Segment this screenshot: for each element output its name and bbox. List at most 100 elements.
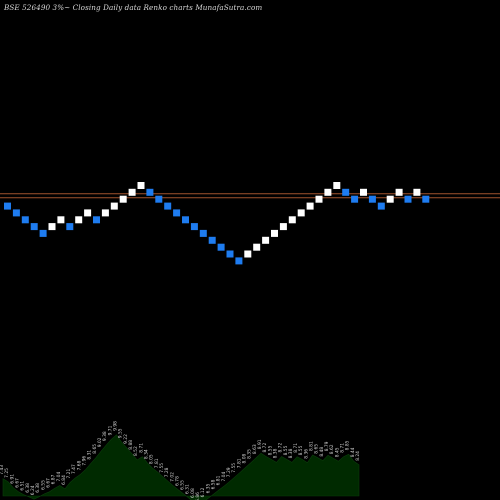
renko-brick-up <box>262 236 270 244</box>
volume-label: 6.24 <box>30 485 36 495</box>
volume-label: 6.84 <box>61 475 67 485</box>
volume-label: 8.05 <box>149 454 155 464</box>
renko-brick-up <box>360 188 367 196</box>
renko-brick-down <box>404 195 412 203</box>
volume-label: 6.38 <box>25 483 31 493</box>
volume-label: 8.85 <box>345 440 351 450</box>
volume-label: 8.65 <box>92 444 98 454</box>
volume-label: 8.48 <box>319 447 325 457</box>
volume-label: 8.55 <box>298 445 304 455</box>
renko-brick-up <box>48 223 56 231</box>
volume-label: 7.81 <box>236 458 242 468</box>
volume-label: 7.04 <box>56 472 62 482</box>
renko-brick-up <box>271 229 278 237</box>
volume-label: 8.44 <box>350 447 356 457</box>
volume-label: 7.04 <box>221 472 227 482</box>
volume-label: 9.38 <box>102 431 108 441</box>
volume-label: 8.71 <box>340 443 346 453</box>
volume-label: 8.81 <box>309 441 315 451</box>
volume-label: 8.71 <box>138 443 144 453</box>
volume-label: 8.08 <box>242 454 248 464</box>
renko-brick-down <box>21 216 29 224</box>
renko-brick-up <box>315 195 323 203</box>
volume-label: 8.38 <box>272 448 278 458</box>
volume-label: 8.45 <box>334 447 340 457</box>
renko-brick-down <box>155 195 163 203</box>
renko-brick-down <box>4 202 11 210</box>
volume-label: 8.72 <box>278 443 284 453</box>
volume-label: 8.35 <box>247 449 253 459</box>
renko-brick-down <box>422 195 430 203</box>
volume-label: 5.86 <box>195 492 201 500</box>
renko-brick-up <box>57 216 65 224</box>
volume-label: 7.47 <box>71 464 77 474</box>
renko-brick-down <box>226 250 234 258</box>
renko-brick-up <box>306 202 314 210</box>
volume-label: 6.35 <box>205 483 211 493</box>
volume-label: 7.96 <box>82 456 88 466</box>
renko-brick-down <box>146 188 154 196</box>
volume-label: 7.55 <box>159 463 165 473</box>
volume-label: 6.91 <box>9 474 15 484</box>
renko-brick-up <box>297 209 305 217</box>
volume-label: 8.65 <box>314 444 320 454</box>
volume-label: 8.38 <box>288 448 294 458</box>
renko-brick-up <box>413 188 421 196</box>
volume-label: 7.55 <box>231 463 237 473</box>
renko-brick-down <box>93 216 100 224</box>
renko-brick-down <box>30 223 38 231</box>
renko-brick-down <box>217 243 225 251</box>
volume-label: 6.08 <box>190 488 196 498</box>
renko-brick-down <box>342 188 350 196</box>
volume-label: 7.28 <box>164 467 170 477</box>
renko-brick-up <box>128 188 136 196</box>
renko-brick-up <box>324 188 332 196</box>
renko-brick-down <box>208 236 216 244</box>
renko-brick-up <box>84 209 92 217</box>
renko-brick-down <box>351 195 359 203</box>
volume-label: 8.55 <box>267 445 273 455</box>
renko-brick-down <box>190 223 198 231</box>
renko-brick-up <box>137 182 145 189</box>
volume-label: 7.21 <box>66 469 72 479</box>
volume-label: 6.81 <box>216 475 222 485</box>
volume-label: 6.87 <box>51 474 57 484</box>
volume-label: 9.02 <box>97 437 103 447</box>
renko-brick-down <box>173 209 181 217</box>
volume-label: 8.71 <box>293 443 299 453</box>
volume-label: 8.52 <box>133 446 139 456</box>
volume-label: 6.67 <box>45 478 51 488</box>
renko-brick-up <box>119 195 127 203</box>
renko-brick-down <box>182 216 189 224</box>
renko-brick-up <box>386 195 394 203</box>
volume-label: 8.55 <box>283 445 289 455</box>
volume-label: 6.31 <box>185 484 191 494</box>
renko-brick-up <box>110 202 118 210</box>
volume-label: 8.62 <box>329 444 335 454</box>
volume-label: 6.12 <box>200 487 206 497</box>
volume-label: 8.88 <box>128 440 134 450</box>
volume-label: 8.24 <box>355 451 361 461</box>
volume-label: 6.55 <box>180 480 186 490</box>
volume-label: 6.67 <box>15 478 21 488</box>
volume-label: 7.43 <box>0 465 5 475</box>
volume-label: 6.51 <box>20 481 26 491</box>
volume-label: 9.55 <box>118 428 124 438</box>
renko-brick-up <box>395 188 403 196</box>
volume-label: 6.38 <box>35 483 41 493</box>
renko-brick-down <box>39 229 47 237</box>
renko-brick-down <box>377 202 385 210</box>
renko-brick-down <box>235 257 243 265</box>
volume-label: 6.58 <box>211 479 217 489</box>
chart-title: BSE 526490 3%~ Closing Daily data Renko … <box>4 3 263 12</box>
volume-labels-layer: 7.43 7.256.91 6.67 6.51 6.38 6.24 6.38 6.55 6.67… <box>0 421 361 500</box>
bricks-layer <box>4 182 430 265</box>
volume-label: 7.29 <box>226 467 232 477</box>
volume-label: 8.72 <box>262 443 268 453</box>
renko-brick-up <box>253 243 261 251</box>
renko-brick-down <box>199 229 207 237</box>
renko-brick-down <box>368 195 376 203</box>
volume-label: 8.34 <box>144 449 150 459</box>
renko-brick-up <box>101 209 109 217</box>
volume-label: 7.02 <box>169 472 175 482</box>
